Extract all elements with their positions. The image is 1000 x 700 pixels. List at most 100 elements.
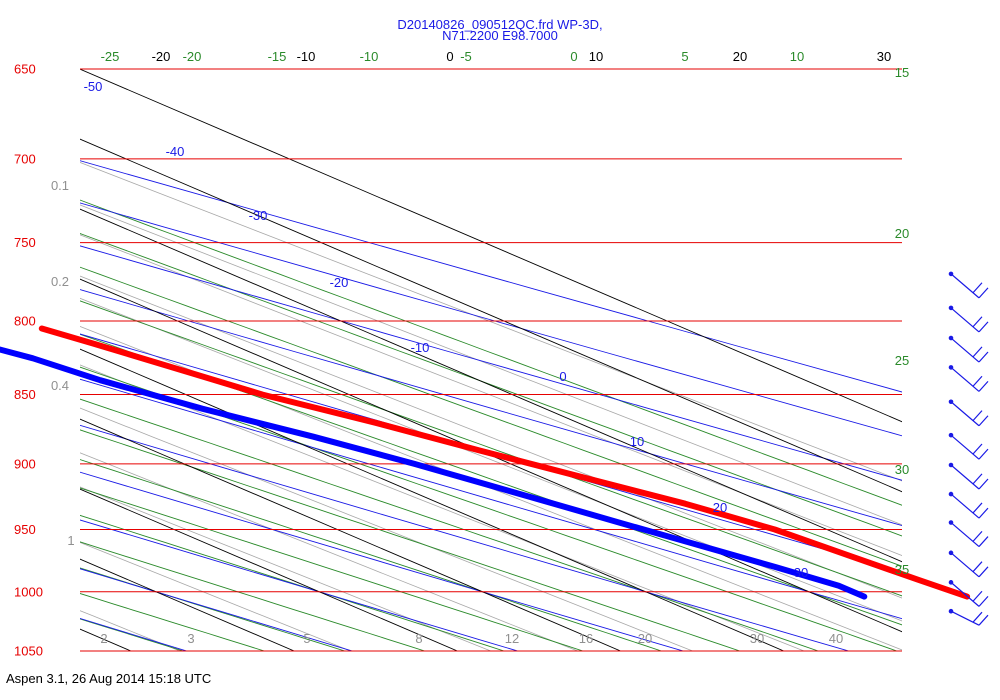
pressure-label-650: 650 bbox=[14, 62, 36, 77]
mixing-ratio-left-label: 1 bbox=[67, 533, 74, 548]
wind-barb-feather bbox=[978, 321, 989, 333]
mixing-ratio-line bbox=[80, 326, 902, 651]
wind-barb-feather bbox=[972, 410, 983, 422]
isotherm-line bbox=[80, 208, 902, 563]
isotherm-top-label: -20 bbox=[152, 49, 171, 64]
dry-adiabat-label: -50 bbox=[84, 79, 103, 94]
isotherm-top-label: 0 bbox=[446, 49, 453, 64]
mixing-ratio-line bbox=[80, 407, 694, 651]
mixing-ratio-bottom-label: 2 bbox=[100, 631, 107, 646]
moist-adiabat-right-label: 20 bbox=[895, 226, 909, 241]
mixing-ratio-bottom-label: 12 bbox=[505, 631, 519, 646]
wind-barb-feather bbox=[972, 611, 983, 623]
wind-barb-staff bbox=[950, 307, 980, 333]
dry-adiabat-label: 0 bbox=[559, 369, 566, 384]
dry-adiabat-line bbox=[80, 471, 685, 651]
wind-barb-feather bbox=[978, 507, 989, 519]
mixing-ratio-left-label: 0.1 bbox=[51, 178, 69, 193]
mixing-ratio-line bbox=[80, 486, 492, 651]
mixing-ratio-line bbox=[80, 204, 902, 526]
isotherm-line bbox=[80, 348, 784, 651]
dry-adiabat-label: -20 bbox=[330, 275, 349, 290]
wind-barb-feather bbox=[978, 536, 989, 547]
wind-barb-staff bbox=[950, 610, 980, 626]
wind-barb-feather bbox=[978, 287, 989, 299]
dry-adiabat-line bbox=[80, 378, 902, 620]
mixing-ratio-bottom-label: 5 bbox=[303, 631, 310, 646]
wind-barb-staff bbox=[950, 337, 980, 363]
wind-barb-feather bbox=[972, 502, 983, 514]
wind-barb bbox=[948, 365, 989, 392]
isotherm-bottom-label: 40 bbox=[829, 631, 843, 646]
moist-adiabat-line bbox=[80, 593, 266, 651]
isotherm-top-label: 20 bbox=[733, 49, 747, 64]
moist-adiabat-line bbox=[80, 333, 902, 626]
isotherm-top-label: 30 bbox=[877, 49, 891, 64]
pressure-label-950: 950 bbox=[14, 522, 36, 537]
moist-adiabat-line bbox=[80, 199, 902, 506]
moist-adiabat-line bbox=[80, 459, 663, 651]
wind-barb-feather bbox=[972, 473, 983, 485]
dry-adiabat-label: 30 bbox=[794, 565, 808, 580]
wind-barb-staff bbox=[950, 581, 980, 607]
moist-adiabat-top-label: 0 bbox=[570, 49, 577, 64]
dry-adiabat-label: -40 bbox=[166, 144, 185, 159]
isotherm-bottom-label: 20 bbox=[638, 631, 652, 646]
wind-barb bbox=[948, 271, 989, 299]
dry-adiabat-line bbox=[80, 333, 902, 573]
wind-barb-feather bbox=[972, 590, 983, 602]
isotherm-line bbox=[80, 69, 902, 423]
mixing-ratio-left-label: 0.4 bbox=[51, 378, 69, 393]
mixing-ratio-line bbox=[80, 364, 806, 651]
dry-adiabat-label: 20 bbox=[713, 500, 727, 515]
moist-adiabat-line bbox=[80, 567, 347, 651]
wind-barb-staff bbox=[950, 401, 980, 427]
pressure-label-800: 800 bbox=[14, 313, 36, 328]
pressure-label-700: 700 bbox=[14, 151, 36, 166]
dewpoint-profile-line bbox=[0, 346, 868, 600]
moist-adiabat-right-label: 25 bbox=[895, 353, 909, 368]
wind-barb bbox=[948, 520, 989, 547]
wind-barb-feather bbox=[978, 351, 989, 363]
moist-adiabat-top-label: -15 bbox=[268, 49, 287, 64]
moist-adiabat-line bbox=[80, 398, 820, 651]
wind-barb-staff bbox=[950, 366, 980, 392]
isotherm-line bbox=[80, 418, 621, 651]
moist-adiabat-top-label: -20 bbox=[183, 49, 202, 64]
wind-barb bbox=[948, 550, 989, 578]
moist-adiabat-top-label: 5 bbox=[681, 49, 688, 64]
dry-adiabat-line bbox=[80, 245, 902, 481]
wind-barb bbox=[948, 580, 989, 607]
wind-barb-staff bbox=[950, 552, 980, 578]
wind-barb bbox=[948, 335, 989, 363]
dry-adiabat-label: 10 bbox=[630, 434, 644, 449]
dry-adiabat-line bbox=[80, 424, 851, 651]
dry-adiabat-label: -10 bbox=[411, 340, 430, 355]
moist-adiabat-right-label: 35 bbox=[895, 562, 909, 577]
wind-barb bbox=[948, 462, 989, 490]
isotherm-top-label: 10 bbox=[589, 49, 603, 64]
wind-barb-staff bbox=[950, 522, 980, 547]
pressure-label-750: 750 bbox=[14, 235, 36, 250]
wind-barb bbox=[948, 305, 989, 333]
wind-barb-feather bbox=[978, 595, 989, 607]
isotherm-bottom-label: 30 bbox=[750, 631, 764, 646]
wind-barb-feather bbox=[972, 316, 983, 328]
dry-adiabat-line bbox=[80, 289, 902, 527]
moist-adiabat-line bbox=[80, 300, 902, 597]
mixing-ratio-line bbox=[80, 161, 902, 482]
chart-title-line-2: N71.2200 E98.7000 bbox=[442, 28, 558, 43]
chart-title-line-1: D20140826_090512QC.frd WP-3D, bbox=[397, 17, 603, 32]
wind-barb-staff bbox=[950, 493, 980, 519]
dry-adiabat-line bbox=[80, 202, 902, 437]
wind-barb-feather bbox=[978, 614, 989, 626]
pressure-label-1050: 1050 bbox=[14, 644, 43, 659]
moist-adiabat-top-label: -10 bbox=[360, 49, 379, 64]
moist-adiabat-top-label: -25 bbox=[101, 49, 120, 64]
wind-barb-feather bbox=[972, 561, 983, 573]
wind-barb bbox=[948, 399, 989, 427]
wind-barb-feather bbox=[978, 448, 989, 460]
mixing-ratio-bottom-label: 3 bbox=[187, 631, 194, 646]
wind-barb bbox=[948, 491, 989, 519]
